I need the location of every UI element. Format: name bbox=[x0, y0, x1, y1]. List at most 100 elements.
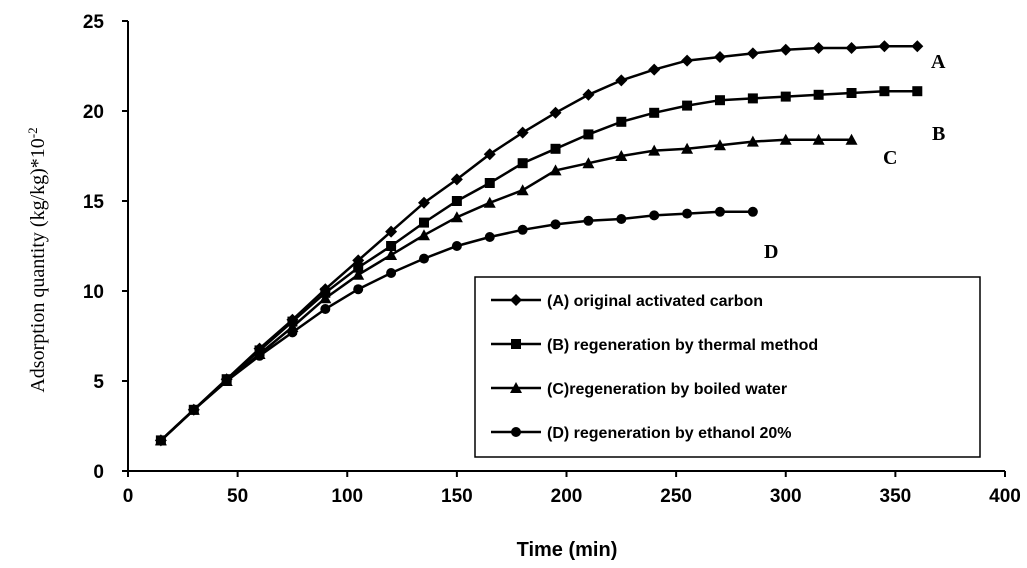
data-point-D bbox=[188, 404, 199, 415]
legend-marker-B bbox=[511, 339, 521, 349]
data-point-A bbox=[845, 42, 858, 54]
data-point-A bbox=[549, 106, 562, 119]
axes bbox=[122, 20, 1006, 477]
data-point-A bbox=[779, 43, 792, 56]
data-point-A bbox=[878, 40, 891, 53]
data-point-D bbox=[418, 253, 429, 264]
data-point-C bbox=[417, 229, 430, 241]
data-point-D bbox=[221, 376, 232, 386]
data-point-B bbox=[813, 89, 824, 100]
data-point-C bbox=[615, 150, 628, 161]
series-group bbox=[154, 40, 924, 447]
x-axis-label: Time (min) bbox=[517, 539, 618, 561]
legend-label: (D) regeneration by ethanol 20% bbox=[547, 425, 792, 442]
data-point-D bbox=[484, 232, 495, 242]
data-point-B bbox=[353, 262, 364, 273]
x-tick-label: 0 bbox=[123, 486, 134, 507]
legend-box bbox=[474, 276, 981, 458]
x-tick-label: 300 bbox=[770, 486, 802, 507]
data-point-A bbox=[385, 225, 398, 238]
data-point-A bbox=[417, 196, 430, 209]
data-point-D bbox=[320, 304, 331, 314]
legend-marker-C bbox=[510, 382, 522, 393]
data-point-D bbox=[386, 268, 397, 278]
data-point-D bbox=[714, 206, 725, 217]
series-B bbox=[155, 86, 923, 446]
data-point-C bbox=[450, 211, 463, 223]
curve-label-C: C bbox=[883, 147, 897, 169]
x-tick-label: 50 bbox=[227, 486, 248, 507]
curve-label-B: B bbox=[932, 123, 945, 145]
data-point-D bbox=[517, 224, 528, 235]
data-point-C bbox=[352, 268, 365, 280]
tick-labels: 0 50 100 150 200 250 300 350 400 0 5 10 15 20 25 bbox=[83, 12, 1021, 507]
data-point-B bbox=[451, 196, 462, 206]
data-point-A bbox=[648, 63, 661, 76]
data-point-A bbox=[746, 47, 759, 60]
data-point-B bbox=[780, 91, 791, 102]
data-point-B bbox=[747, 93, 758, 104]
y-tick-label: 20 bbox=[83, 102, 104, 123]
data-point-C bbox=[648, 144, 661, 156]
x-tick-label: 400 bbox=[989, 486, 1021, 507]
data-point-A bbox=[483, 148, 496, 161]
data-point-C bbox=[516, 184, 529, 196]
data-point-C bbox=[779, 133, 792, 145]
x-tick-label: 350 bbox=[880, 486, 912, 507]
data-point-C bbox=[812, 133, 825, 145]
data-point-D bbox=[155, 435, 166, 446]
data-point-D bbox=[583, 215, 594, 226]
data-point-C bbox=[713, 139, 726, 151]
y-tick-label: 5 bbox=[93, 372, 104, 393]
x-tick-label: 100 bbox=[331, 486, 363, 507]
data-point-B bbox=[550, 143, 561, 154]
data-point-D bbox=[353, 284, 364, 295]
curve-label-A: A bbox=[931, 51, 946, 73]
y-tick-label: 0 bbox=[93, 462, 104, 483]
series-line-B bbox=[160, 89, 918, 442]
curve-labels: A B C D bbox=[764, 51, 946, 263]
data-point-B bbox=[517, 158, 528, 169]
legend-item-A: (A) original activated carbon bbox=[491, 293, 763, 310]
data-point-A bbox=[615, 74, 628, 87]
data-point-B bbox=[649, 107, 660, 118]
data-point-D bbox=[649, 210, 660, 221]
legend-label: (B) regeneration by thermal method bbox=[547, 337, 818, 354]
x-tick-label: 200 bbox=[551, 486, 583, 507]
data-point-C bbox=[385, 249, 398, 260]
data-point-B bbox=[616, 116, 627, 127]
data-point-D bbox=[747, 206, 758, 217]
legend-item-B: (B) regeneration by thermal method bbox=[491, 337, 818, 354]
data-point-A bbox=[516, 126, 529, 139]
data-point-A bbox=[911, 40, 924, 53]
y-tick-label: 10 bbox=[83, 282, 104, 303]
data-point-B bbox=[386, 241, 397, 251]
legend: (A) original activated carbon (B) regener… bbox=[474, 276, 981, 458]
series-D bbox=[155, 206, 758, 446]
data-point-D bbox=[682, 208, 693, 219]
data-point-D bbox=[451, 241, 462, 251]
x-tick-label: 150 bbox=[441, 486, 473, 507]
data-point-D bbox=[254, 350, 265, 361]
data-point-A bbox=[681, 54, 694, 67]
y-tick-label: 25 bbox=[83, 12, 105, 33]
data-point-C bbox=[483, 196, 496, 208]
data-point-C bbox=[549, 164, 562, 176]
data-point-B bbox=[418, 217, 429, 228]
data-point-C bbox=[845, 133, 858, 145]
x-tick-label: 250 bbox=[660, 486, 692, 507]
curve-label-D: D bbox=[764, 241, 778, 263]
legend-label: (A) original activated carbon bbox=[547, 293, 763, 310]
data-point-B bbox=[682, 100, 693, 111]
data-point-A bbox=[812, 42, 825, 54]
data-point-A bbox=[713, 51, 726, 63]
data-point-B bbox=[484, 178, 495, 188]
data-point-A bbox=[450, 173, 463, 186]
data-point-D bbox=[550, 219, 561, 230]
data-point-B bbox=[912, 86, 923, 97]
data-point-C bbox=[681, 142, 694, 154]
data-point-B bbox=[714, 95, 725, 106]
legend-marker-D bbox=[511, 427, 521, 437]
y-tick-label: 15 bbox=[83, 192, 105, 213]
